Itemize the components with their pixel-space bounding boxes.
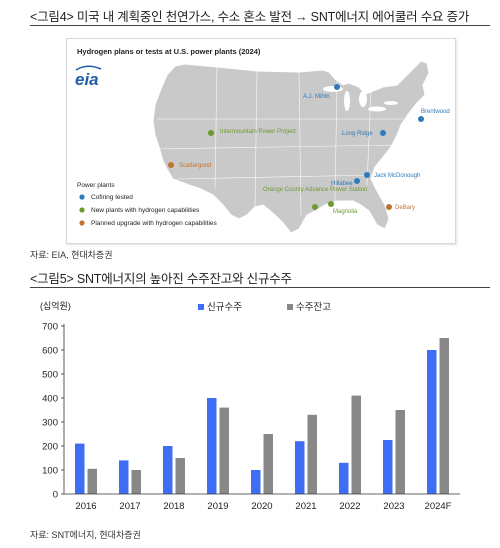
figure5-source: 자료: SNT에너지, 현대차증권 bbox=[30, 530, 141, 540]
svg-text:eia: eia bbox=[75, 70, 99, 89]
x-axis: 2016 2017 2018 2019 2020 2021 2022 2023 2024F bbox=[64, 493, 460, 512]
bar-backlog-2020 bbox=[263, 434, 273, 494]
bar-backlog-2019 bbox=[219, 407, 229, 494]
bar-new-orders-2024F bbox=[427, 350, 437, 494]
y-tick-label: 400 bbox=[42, 394, 58, 405]
figure5-title: <그림5> SNT에너지의 높아진 수주잔고와 신규수주 bbox=[30, 272, 292, 286]
x-tick-label: 2022 bbox=[339, 501, 360, 512]
y-tick-label: 0 bbox=[53, 490, 58, 501]
y-tick-label: 200 bbox=[42, 442, 58, 453]
y-tick-label: 300 bbox=[42, 418, 58, 429]
map-legend-item-planned-upgrade: Planned upgrade with hydrogen capabiliti… bbox=[79, 220, 218, 227]
x-tick-label: 2024F bbox=[425, 501, 452, 512]
map-panel: Hydrogen plans or tests at U.S. power pl… bbox=[66, 38, 456, 244]
svg-text:Scattergood: Scattergood bbox=[179, 163, 211, 169]
bar-new-orders-2016 bbox=[75, 443, 85, 494]
svg-text:Orange County Advance Power St: Orange County Advance Power Station bbox=[263, 187, 367, 193]
bar-backlog-2017 bbox=[131, 470, 141, 494]
svg-text:DeBary: DeBary bbox=[395, 205, 415, 211]
bar-backlog-2016 bbox=[87, 468, 97, 494]
x-tick-label: 2023 bbox=[383, 501, 404, 512]
bar-new-orders-2017 bbox=[119, 460, 129, 494]
plant-orange-county: Orange County Advance Power Station bbox=[263, 187, 367, 210]
bar-backlog-2023 bbox=[395, 410, 405, 494]
map-legend-item-new-plants: New plants with hydrogen capabilities bbox=[79, 207, 200, 214]
y-tick-label: 100 bbox=[42, 466, 58, 477]
map-title: Hydrogen plans or tests at U.S. power pl… bbox=[77, 47, 261, 56]
chart-legend: 신규수주 수주잔고 bbox=[198, 302, 331, 313]
svg-text:Jack McDonough: Jack McDonough bbox=[374, 173, 420, 179]
bar-new-orders-2021 bbox=[295, 441, 305, 494]
plant-scattergood: Scattergood bbox=[168, 162, 211, 169]
map-legend: Power plants Cofiring tested New plants … bbox=[77, 182, 218, 227]
map-legend-title: Power plants bbox=[77, 182, 115, 189]
x-tick-label: 2019 bbox=[207, 501, 228, 512]
bar-new-orders-2023 bbox=[383, 440, 393, 494]
plant-jack-mcdonough: Jack McDonough bbox=[364, 172, 420, 179]
plant-aj-mihm: A.J. Mihm bbox=[303, 84, 340, 100]
bar-backlog-2018 bbox=[175, 458, 185, 494]
eia-logo: eia bbox=[75, 65, 102, 89]
figure4-source: 자료: EIA, 현대차증권 bbox=[30, 250, 113, 260]
svg-text:Intermountain Power Project: Intermountain Power Project bbox=[220, 129, 296, 135]
svg-text:Long Ridge: Long Ridge bbox=[342, 131, 373, 137]
y-tick-label: 500 bbox=[42, 370, 58, 381]
plant-brentwood: Brentwood bbox=[418, 109, 450, 122]
bar-chart: (십억원) 신규수주 수주잔고 0 100 200 300 400 500 600 700 20… bbox=[40, 300, 460, 512]
map-legend-item-cofiring: Cofiring tested bbox=[79, 194, 133, 201]
state-borders bbox=[154, 66, 407, 216]
us-map-figure: Hydrogen plans or tests at U.S. power pl… bbox=[75, 47, 450, 234]
figure4-title-rule bbox=[30, 25, 490, 26]
legend-item-new-orders: 신규수주 bbox=[198, 302, 242, 313]
x-tick-label: 2016 bbox=[75, 501, 96, 512]
bar-backlog-2022 bbox=[351, 395, 361, 494]
svg-text:New plants with hydrogen capab: New plants with hydrogen capabilities bbox=[91, 207, 200, 214]
figure4-title: <그림4> 미국 내 계획중인 천연가스, 수소 혼소 발전 → SNT에너지 … bbox=[30, 10, 470, 24]
bar-new-orders-2022 bbox=[339, 462, 349, 494]
svg-text:Cofiring tested: Cofiring tested bbox=[91, 194, 133, 201]
legend-label: 수주잔고 bbox=[296, 302, 331, 313]
svg-text:Planned upgrade with hydrogen: Planned upgrade with hydrogen capabiliti… bbox=[91, 220, 218, 227]
bar-backlog-2024F bbox=[439, 338, 449, 494]
x-tick-label: 2017 bbox=[119, 501, 140, 512]
y-tick-label: 700 bbox=[42, 322, 58, 333]
svg-text:A.J. Mihm: A.J. Mihm bbox=[303, 94, 330, 100]
great-lakes bbox=[323, 86, 398, 112]
x-tick-label: 2018 bbox=[163, 501, 184, 512]
bar-new-orders-2019 bbox=[207, 398, 217, 494]
legend-swatch bbox=[287, 304, 293, 310]
svg-text:Brentwood: Brentwood bbox=[421, 109, 450, 115]
x-tick-label: 2021 bbox=[295, 501, 316, 512]
bar-backlog-2021 bbox=[307, 414, 317, 494]
bar-new-orders-2020 bbox=[251, 470, 261, 494]
svg-text:Hillabee: Hillabee bbox=[331, 181, 353, 187]
bar-new-orders-2018 bbox=[163, 446, 173, 494]
legend-item-backlog: 수주잔고 bbox=[287, 302, 331, 313]
legend-swatch bbox=[198, 304, 204, 310]
y-axis: 0 100 200 300 400 500 600 700 bbox=[42, 322, 65, 501]
plant-intermountain: Intermountain Power Project bbox=[208, 129, 296, 136]
plant-long-ridge: Long Ridge bbox=[342, 130, 386, 137]
plant-debary: DeBary bbox=[386, 204, 415, 211]
chart-unit-label: (십억원) bbox=[40, 300, 71, 311]
svg-text:Magnolia: Magnolia bbox=[333, 209, 358, 215]
bars bbox=[75, 338, 449, 494]
x-tick-label: 2020 bbox=[251, 501, 272, 512]
legend-label: 신규수주 bbox=[207, 302, 242, 313]
plant-hillabee: Hillabee bbox=[331, 178, 360, 187]
plant-magnolia: Magnolia bbox=[328, 201, 358, 215]
figure5-title-rule bbox=[30, 287, 490, 288]
y-tick-label: 600 bbox=[42, 346, 58, 357]
